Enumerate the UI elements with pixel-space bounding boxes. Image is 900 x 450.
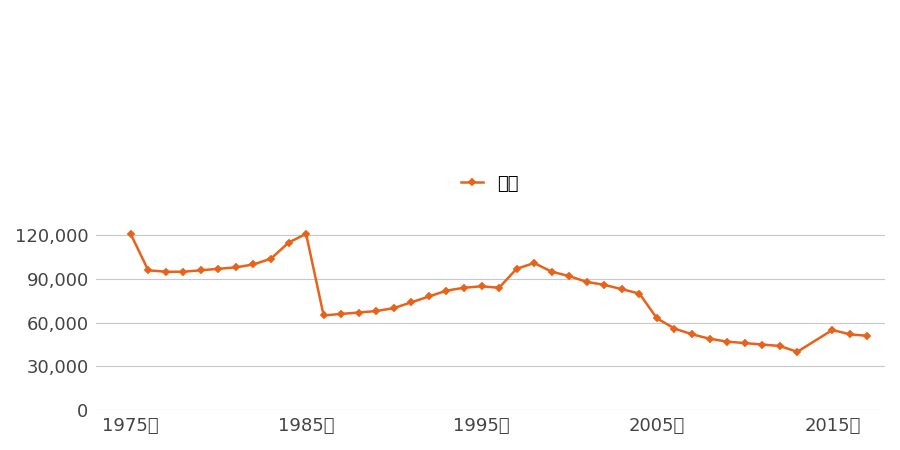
価格 — [757, 342, 768, 347]
価格 — [371, 308, 382, 314]
価格 — [160, 269, 171, 274]
価格 — [739, 340, 750, 346]
価格 — [722, 339, 733, 344]
価格 — [598, 282, 609, 288]
価格 — [424, 294, 435, 299]
価格 — [301, 231, 311, 237]
価格 — [862, 333, 873, 338]
価格 — [319, 313, 329, 318]
価格 — [195, 268, 206, 273]
価格 — [563, 274, 574, 279]
価格 — [687, 332, 698, 337]
価格 — [354, 310, 364, 315]
価格 — [616, 287, 627, 292]
価格 — [441, 288, 452, 293]
Legend: 価格: 価格 — [454, 167, 526, 200]
価格 — [774, 343, 785, 349]
価格 — [459, 285, 470, 290]
Line: 価格: 価格 — [128, 231, 870, 355]
価格 — [406, 300, 417, 305]
価格 — [652, 315, 662, 321]
価格 — [827, 327, 838, 333]
価格 — [511, 266, 522, 271]
価格 — [230, 265, 241, 270]
価格 — [546, 269, 557, 274]
価格 — [634, 291, 644, 296]
価格 — [581, 279, 592, 285]
価格 — [143, 268, 154, 273]
価格 — [494, 285, 505, 290]
価格 — [669, 326, 680, 331]
価格 — [125, 231, 136, 237]
価格 — [248, 262, 259, 267]
価格 — [213, 266, 224, 271]
価格 — [266, 256, 276, 261]
価格 — [178, 269, 189, 274]
価格 — [476, 284, 487, 289]
価格 — [792, 349, 803, 355]
価格 — [336, 311, 346, 317]
価格 — [844, 332, 855, 337]
価格 — [528, 260, 539, 265]
価格 — [704, 336, 715, 342]
価格 — [389, 306, 400, 311]
価格 — [284, 240, 294, 245]
